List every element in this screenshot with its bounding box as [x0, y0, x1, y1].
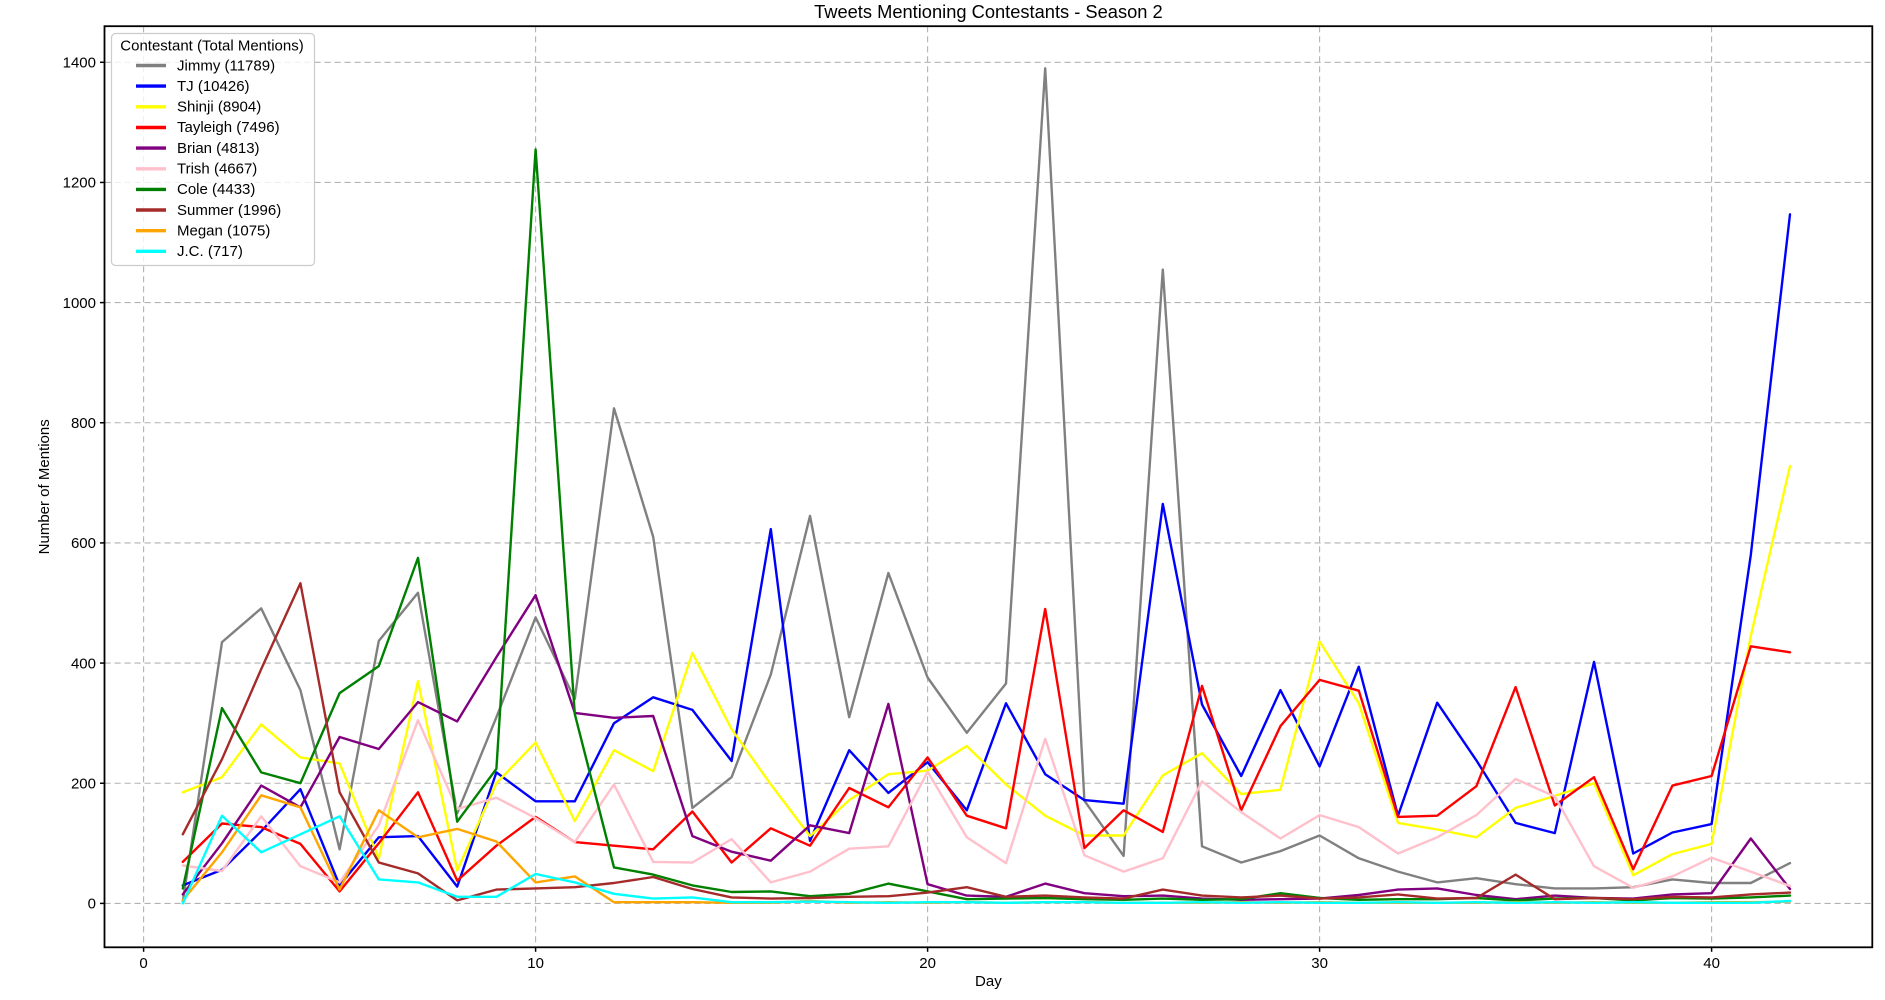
svg-text:400: 400	[71, 655, 96, 672]
svg-text:Brian (4813): Brian (4813)	[177, 140, 260, 157]
svg-text:30: 30	[1311, 955, 1328, 972]
svg-text:J.C. (717): J.C. (717)	[177, 243, 243, 260]
svg-text:Number of Mentions: Number of Mentions	[36, 419, 53, 554]
svg-text:Tweets Mentioning Contestants: Tweets Mentioning Contestants - Season 2	[814, 1, 1163, 22]
svg-text:Shinji (8904): Shinji (8904)	[177, 99, 261, 116]
svg-text:800: 800	[71, 415, 96, 432]
svg-text:0: 0	[139, 955, 147, 972]
svg-text:20: 20	[919, 955, 936, 972]
svg-text:Day: Day	[975, 973, 1002, 990]
svg-text:Trish (4667): Trish (4667)	[177, 161, 257, 178]
svg-text:Megan (1075): Megan (1075)	[177, 223, 270, 240]
svg-text:1200: 1200	[63, 175, 96, 192]
svg-text:40: 40	[1703, 955, 1720, 972]
svg-text:Tayleigh (7496): Tayleigh (7496)	[177, 119, 280, 136]
svg-text:10: 10	[527, 955, 544, 972]
svg-text:0: 0	[88, 896, 96, 913]
svg-text:200: 200	[71, 775, 96, 792]
svg-text:Summer (1996): Summer (1996)	[177, 202, 281, 219]
svg-text:Contestant (Total Mentions): Contestant (Total Mentions)	[120, 38, 303, 55]
svg-text:Jimmy (11789): Jimmy (11789)	[177, 57, 275, 74]
svg-text:TJ (10426): TJ (10426)	[177, 78, 250, 95]
svg-text:600: 600	[71, 535, 96, 552]
svg-text:Cole (4433): Cole (4433)	[177, 181, 255, 198]
svg-text:1000: 1000	[63, 295, 96, 312]
svg-text:1400: 1400	[63, 54, 96, 71]
